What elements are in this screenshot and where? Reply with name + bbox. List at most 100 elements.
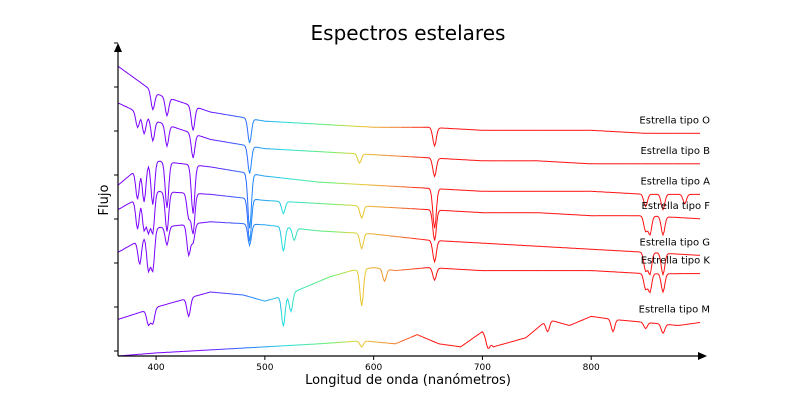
spectrum-segment (248, 174, 260, 229)
spectrum-segment (117, 65, 130, 75)
spectrum-segment (248, 296, 260, 301)
spectrum-segment (226, 195, 238, 198)
spectrum-segment (215, 112, 227, 116)
spectrum-segment (433, 341, 445, 346)
spectrum-segment (368, 340, 380, 343)
spectrum-segment (607, 249, 619, 252)
spectrum-segment (585, 248, 597, 251)
spectrum-segment (237, 222, 249, 242)
spectrum-segment (193, 165, 206, 206)
spectrum-segment (661, 216, 673, 237)
spectrum-segment (466, 128, 478, 131)
spectrum-segment (183, 296, 195, 318)
spectrum-segment (302, 202, 314, 204)
spectrum-segment (433, 267, 445, 282)
spectrum-segment (324, 230, 336, 233)
spectrum-segment (618, 271, 630, 274)
spectrum-segment (389, 155, 401, 157)
spectrum-segment (531, 245, 543, 247)
spectrum-segment (215, 139, 227, 143)
spectrum-segment (389, 185, 401, 188)
spectrum-segment (150, 190, 162, 236)
spectrum-segment (324, 203, 336, 205)
spectra-lines (117, 65, 701, 357)
spectrum-segment (672, 193, 685, 203)
x-tick-label: 800 (583, 363, 600, 373)
spectrum-segment (161, 161, 173, 208)
spectrum-segment (498, 243, 510, 246)
x-axis-label: Longitud de onda (nanómetros) (305, 373, 511, 388)
spectrum-segment (694, 321, 701, 324)
spectrum-segment (411, 267, 423, 270)
spectrum-segment (433, 127, 445, 148)
spectrum-segment (313, 202, 325, 205)
spectrum-segment (476, 242, 488, 244)
spectrum-segment (172, 191, 184, 194)
spectrum-segment (237, 347, 249, 349)
y-axis-label: Flujo (97, 185, 112, 216)
series-label: Estrella tipo B (640, 146, 710, 157)
spectrum-segment (596, 191, 608, 193)
spectrum-segment (204, 349, 216, 351)
spectrum-segment (204, 291, 216, 294)
series-line (117, 221, 700, 277)
spectrum-segment (280, 201, 293, 215)
spectrum-segment (248, 119, 260, 144)
spectrum-segment (639, 273, 652, 294)
spectrum-segment (639, 251, 652, 276)
spectrum-segment (150, 305, 162, 325)
spectrum-segment (161, 122, 173, 149)
spectrum-segment (629, 320, 641, 323)
spectrum-segment (270, 297, 282, 311)
spectrum-segment (128, 201, 141, 230)
spectrum-segment (204, 193, 216, 196)
spectrum-segment (368, 205, 380, 208)
series-labels: Estrella tipo O Estrella tipo B Estrella t… (639, 115, 711, 315)
spectrum-segment (280, 227, 293, 252)
x-tick-label: 400 (147, 363, 164, 373)
spectrum-segment (639, 193, 652, 208)
spectrum-segment (466, 211, 477, 213)
spectrum-segment (335, 231, 347, 233)
spectrum-segment (650, 273, 663, 289)
spectrum-segment (193, 293, 206, 298)
spectrum-segment (335, 203, 347, 206)
spectrum-segment (498, 341, 510, 346)
spectrum-segment (444, 188, 456, 191)
spectrum-segment (193, 135, 206, 155)
spectrum-segment (661, 193, 673, 211)
spectrum-segment (574, 214, 586, 216)
spectrum-segment (259, 346, 271, 348)
spectrum-segment (520, 332, 532, 340)
spectrum-segment (379, 234, 391, 237)
spectrum-segment (433, 188, 445, 229)
spectrum-segment (237, 143, 249, 169)
spectrum-segment (356, 267, 369, 306)
spectrum-segment (302, 150, 314, 152)
spectrum-segment (270, 121, 282, 123)
spectrum-segment (379, 154, 390, 157)
spectrum-segment (172, 350, 184, 353)
y-axis (114, 42, 122, 356)
spectrum-segment (346, 183, 358, 185)
spectrum-segment (400, 268, 412, 271)
spectrum-segment (379, 206, 391, 208)
spectrum-segment (553, 320, 565, 325)
spectrum-segment (542, 246, 554, 248)
spectrum-segment (444, 158, 456, 160)
spectrum-segment (270, 176, 282, 179)
spectrum-segment (226, 293, 238, 295)
spectrum-segment (150, 160, 162, 205)
spectrum-segment (280, 297, 293, 327)
spectrum-segment (357, 340, 369, 348)
spectrum-segment (444, 240, 456, 243)
spectrum-segment (596, 270, 608, 272)
spectrum-segment (433, 240, 445, 264)
spectrum-segment (172, 126, 184, 131)
spectrum-segment (313, 123, 325, 125)
spectrum-segment (324, 151, 336, 154)
spectrum-segment (139, 352, 151, 355)
spectrum-segment (422, 187, 434, 222)
spectrum-segment (215, 348, 227, 351)
spectrum-segment (270, 345, 282, 347)
